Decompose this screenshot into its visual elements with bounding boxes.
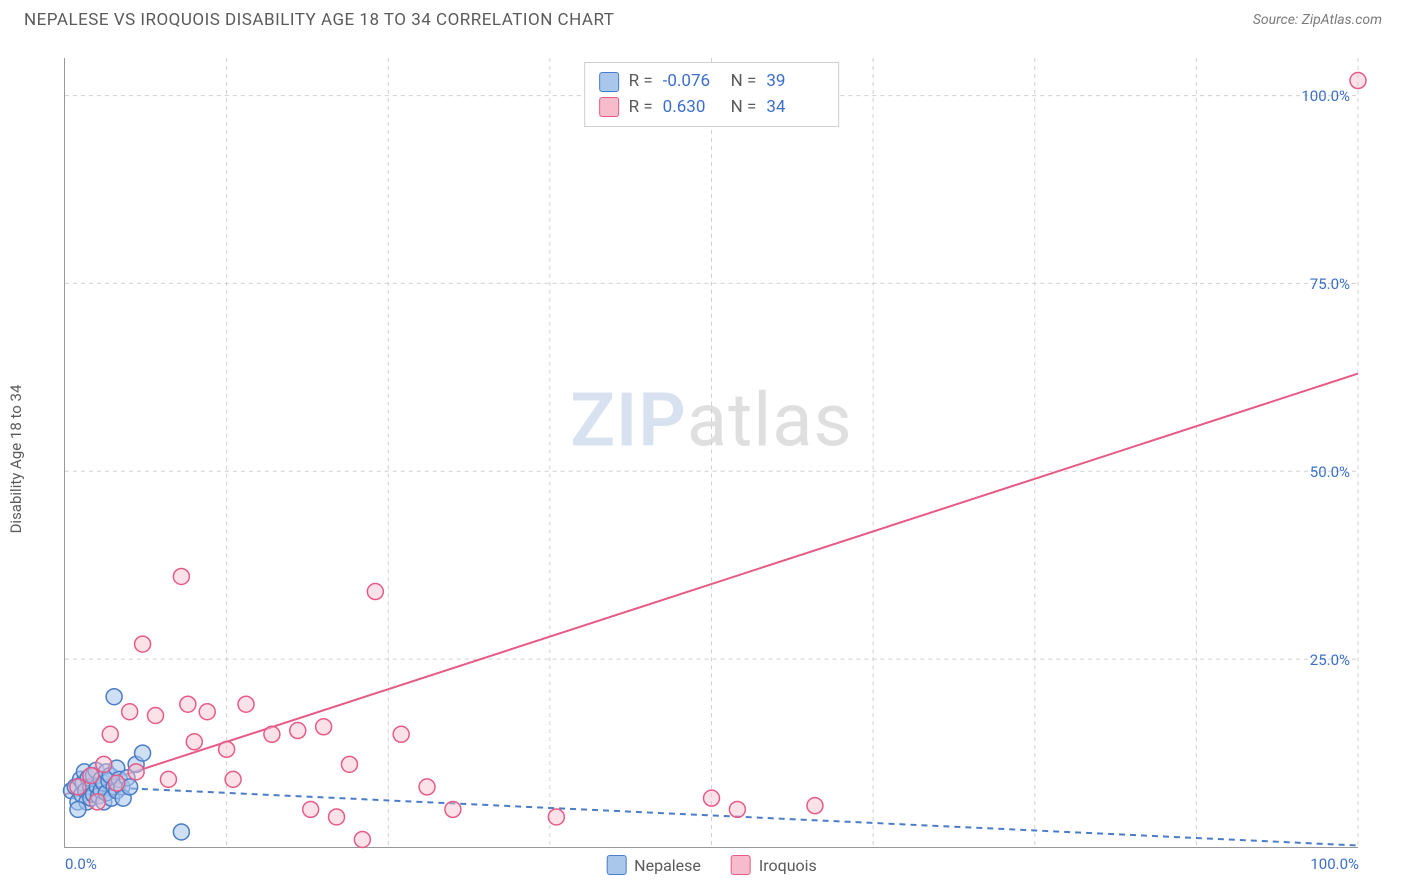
- stats-row: R = -0.076 N = 39: [599, 69, 825, 95]
- swatch-icon: [599, 72, 619, 92]
- datapoint-iroquois: [704, 790, 720, 806]
- datapoint-iroquois: [1350, 73, 1366, 89]
- swatch-icon: [731, 855, 751, 875]
- datapoint-iroquois: [316, 719, 332, 735]
- datapoint-iroquois: [367, 584, 383, 600]
- datapoint-iroquois: [219, 741, 235, 757]
- datapoint-iroquois: [89, 794, 105, 810]
- n-value: 34: [766, 95, 824, 121]
- y-tick-label: 75.0%: [1310, 275, 1350, 293]
- legend-item: Iroquois: [731, 855, 817, 875]
- legend-item: Nepalese: [606, 855, 701, 875]
- legend: Nepalese Iroquois: [606, 855, 817, 875]
- r-value: 0.630: [663, 95, 721, 121]
- datapoint-iroquois: [354, 831, 370, 847]
- x-tick-label: 100.0%: [1310, 855, 1359, 873]
- datapoint-iroquois: [102, 726, 118, 742]
- datapoint-iroquois: [264, 726, 280, 742]
- r-value: -0.076: [663, 69, 721, 95]
- datapoint-iroquois: [109, 775, 125, 791]
- datapoint-iroquois: [135, 636, 151, 652]
- legend-label: Iroquois: [759, 856, 817, 875]
- datapoint-iroquois: [290, 723, 306, 739]
- datapoint-iroquois: [180, 696, 196, 712]
- y-tick-label: 100.0%: [1301, 87, 1350, 105]
- plot-area: ZIPatlas 25.0%50.0%75.0%100.0% 0.0%100.0…: [64, 58, 1358, 848]
- datapoint-iroquois: [729, 801, 745, 817]
- datapoint-iroquois: [807, 798, 823, 814]
- datapoint-nepalese: [135, 745, 151, 761]
- n-value: 39: [766, 69, 824, 95]
- legend-label: Nepalese: [634, 856, 701, 875]
- y-tick-label: 50.0%: [1310, 463, 1350, 481]
- datapoint-iroquois: [225, 771, 241, 787]
- datapoint-iroquois: [122, 704, 138, 720]
- header: NEPALESE VS IROQUOIS DISABILITY AGE 18 T…: [0, 0, 1406, 36]
- datapoint-nepalese: [173, 824, 189, 840]
- datapoint-iroquois: [160, 771, 176, 787]
- n-label: N =: [731, 69, 757, 95]
- source-attribution: Source: ZipAtlas.com: [1253, 12, 1382, 28]
- datapoint-iroquois: [199, 704, 215, 720]
- datapoint-nepalese: [70, 801, 86, 817]
- datapoint-iroquois: [83, 768, 99, 784]
- n-label: N =: [731, 95, 757, 121]
- datapoint-iroquois: [445, 801, 461, 817]
- datapoint-iroquois: [393, 726, 409, 742]
- stats-box: R = -0.076 N = 39 R = 0.630 N = 34: [584, 62, 840, 127]
- datapoint-iroquois: [70, 779, 86, 795]
- datapoint-iroquois: [548, 809, 564, 825]
- swatch-icon: [599, 97, 619, 117]
- datapoint-iroquois: [173, 568, 189, 584]
- scatter-svg: [65, 58, 1358, 847]
- x-tick-label: 0.0%: [65, 855, 97, 873]
- datapoint-nepalese: [106, 689, 122, 705]
- datapoint-iroquois: [128, 764, 144, 780]
- stats-row: R = 0.630 N = 34: [599, 95, 825, 121]
- y-tick-label: 25.0%: [1310, 651, 1350, 669]
- datapoint-iroquois: [148, 708, 164, 724]
- chart-title: NEPALESE VS IROQUOIS DISABILITY AGE 18 T…: [24, 10, 614, 30]
- datapoint-iroquois: [329, 809, 345, 825]
- datapoint-iroquois: [341, 756, 357, 772]
- chart-container: Disability Age 18 to 34 ZIPatlas 25.0%50…: [24, 44, 1384, 874]
- r-label: R =: [629, 69, 653, 95]
- datapoint-iroquois: [238, 696, 254, 712]
- y-axis-label: Disability Age 18 to 34: [7, 385, 25, 534]
- datapoint-iroquois: [186, 734, 202, 750]
- datapoint-iroquois: [303, 801, 319, 817]
- datapoint-iroquois: [419, 779, 435, 795]
- r-label: R =: [629, 95, 653, 121]
- swatch-icon: [606, 855, 626, 875]
- datapoint-iroquois: [96, 756, 112, 772]
